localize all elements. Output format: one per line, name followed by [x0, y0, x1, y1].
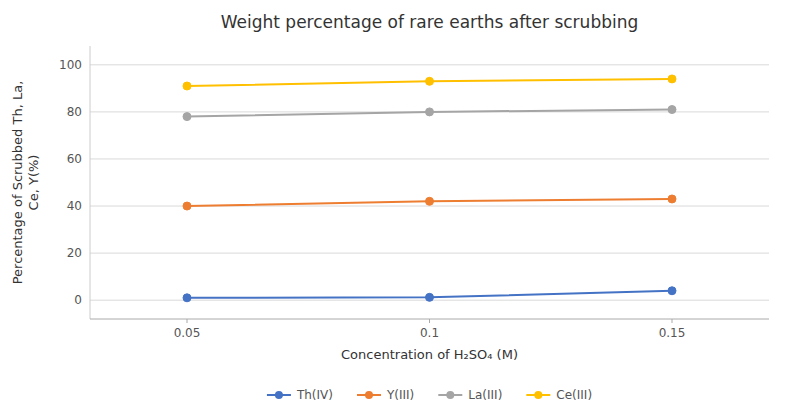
legend-item: Y(III)	[357, 388, 414, 402]
legend-item: Th(IV)	[267, 388, 333, 402]
legend-item: La(III)	[438, 388, 502, 402]
x-tick	[187, 319, 188, 323]
x-tick	[429, 319, 430, 323]
y-tick-label: 0	[74, 293, 82, 307]
x-tick	[672, 319, 673, 323]
chart: Weight percentage of rare earths after s…	[0, 0, 793, 417]
y-axis-label-line: Percentage of Scrubbed Th, La,	[10, 81, 25, 285]
legend-label: Ce(III)	[556, 388, 592, 402]
x-tick-label: 0.05	[174, 326, 201, 340]
grid-line	[90, 64, 769, 65]
x-axis-label: Concentration of H₂SO₄ (M)	[341, 347, 518, 362]
legend-item: Ce(III)	[526, 388, 592, 402]
series	[183, 75, 676, 90]
y-tick-label: 80	[67, 105, 82, 119]
y-axis-line	[90, 46, 91, 319]
plot-area	[183, 75, 676, 302]
series	[183, 106, 676, 121]
series	[183, 287, 676, 302]
legend-marker	[446, 391, 454, 399]
y-tick-label: 60	[67, 152, 82, 166]
y-axis-label: Percentage of Scrubbed Th, La,Ce, Y(%)	[10, 81, 41, 285]
point	[668, 75, 676, 83]
legend-label: Y(III)	[386, 388, 414, 402]
point	[668, 195, 676, 203]
point	[183, 113, 191, 121]
point	[426, 108, 434, 116]
y-axis-label-line: Ce, Y(%)	[26, 155, 41, 211]
legend-marker	[365, 391, 373, 399]
point	[668, 287, 676, 295]
point	[426, 293, 434, 301]
x-tick-label: 0.1	[420, 326, 439, 340]
grid-line	[90, 253, 769, 254]
legend-label: La(III)	[468, 388, 502, 402]
legend: Th(IV) Y(III) La(III) Ce(III)	[267, 388, 592, 402]
series	[183, 195, 676, 210]
legend-label: Th(IV)	[296, 388, 333, 402]
legend-marker	[534, 391, 542, 399]
grid-line	[90, 158, 769, 159]
y-tick-label: 40	[67, 199, 82, 213]
legend-marker	[275, 391, 283, 399]
y-tick-label: 100	[59, 58, 82, 72]
point	[183, 82, 191, 90]
point	[668, 106, 676, 114]
point	[426, 197, 434, 205]
point	[426, 77, 434, 85]
x-tick-label: 0.15	[659, 326, 686, 340]
grid	[90, 65, 769, 300]
point	[183, 202, 191, 210]
title: Weight percentage of rare earths after s…	[221, 12, 639, 32]
point	[183, 294, 191, 302]
y-tick-label: 20	[67, 246, 82, 260]
